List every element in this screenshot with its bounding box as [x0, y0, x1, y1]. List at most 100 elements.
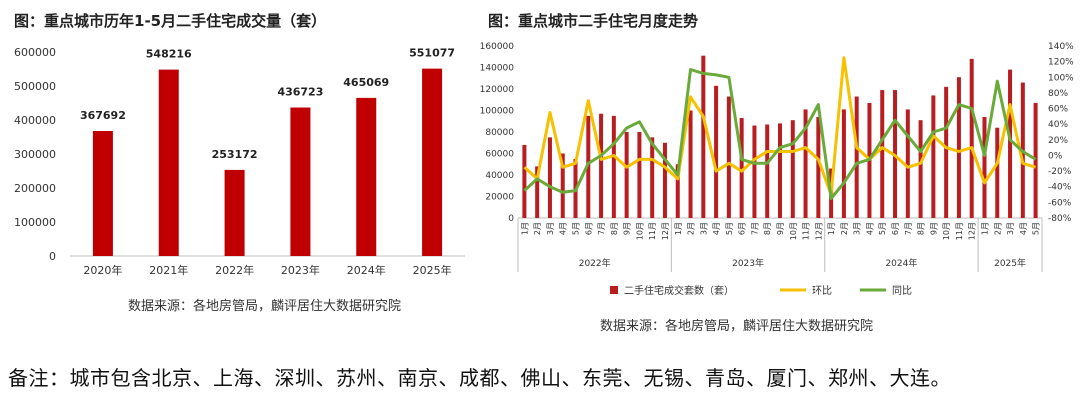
- month-tick-label: 7月: [904, 222, 913, 235]
- month-tick-label: 7月: [597, 222, 606, 235]
- monthly-bar: [905, 109, 910, 218]
- left-y-tick-label: 0: [508, 214, 514, 224]
- monthly-bar: [611, 115, 616, 218]
- monthly-bar: [714, 85, 719, 219]
- month-tick-label: 10月: [635, 222, 644, 240]
- month-tick-label: 4月: [559, 222, 568, 235]
- monthly-bar: [560, 153, 565, 218]
- left-y-tick-label: 100000: [480, 107, 514, 117]
- monthly-bar: [624, 132, 629, 218]
- bar-value-label: 465069: [343, 76, 389, 89]
- right-y-tick-label: 40%: [1048, 120, 1068, 130]
- left-y-tick-label: 20000: [485, 193, 514, 203]
- monthly-bar: [662, 142, 667, 218]
- x-tick-label: 2025年: [413, 263, 452, 277]
- monthly-bar: [931, 95, 936, 218]
- bar-2025年: [422, 68, 443, 256]
- y-tick-label: 600000: [14, 46, 56, 59]
- monthly-bar: [522, 144, 527, 218]
- month-tick-label: 11月: [955, 222, 964, 240]
- left-y-tick-label: 140000: [480, 64, 514, 74]
- monthly-bar: [599, 113, 604, 218]
- left-y-tick-label: 160000: [480, 42, 514, 52]
- month-tick-label: 8月: [610, 222, 619, 235]
- right-y-tick-label: 100%: [1048, 73, 1074, 83]
- bar-2023年: [290, 107, 311, 256]
- month-tick-label: 1月: [827, 222, 836, 235]
- month-tick-label: 12月: [968, 222, 977, 240]
- bar-value-label: 436723: [277, 86, 323, 99]
- month-tick-label: 6月: [738, 222, 747, 235]
- monthly-bar: [688, 110, 693, 218]
- month-tick-label: 5月: [878, 222, 887, 235]
- legend-label-line: 环比: [812, 285, 832, 297]
- right-y-tick-label: 80%: [1048, 89, 1068, 99]
- month-tick-label: 6月: [584, 222, 593, 235]
- month-tick-label: 11月: [802, 222, 811, 240]
- month-tick-label: 9月: [776, 222, 785, 235]
- right-y-tick-label: 120%: [1048, 58, 1074, 68]
- month-tick-label: 1月: [674, 222, 683, 235]
- monthly-bar: [944, 86, 949, 218]
- monthly-bar: [803, 109, 808, 218]
- monthly-bar: [701, 55, 706, 218]
- city-footnote: 备注：城市包含北京、上海、深圳、苏州、南京、成都、佛山、东莞、无锡、青岛、厦门、…: [8, 366, 951, 390]
- left-chart-title: 图：重点城市历年1-5月二手住宅成交量（套）: [14, 12, 327, 30]
- right-y-tick-label: 60%: [1048, 105, 1068, 115]
- bar-value-label: 367692: [80, 109, 126, 122]
- month-tick-label: 1月: [980, 222, 989, 235]
- monthly-bar: [918, 120, 923, 218]
- bar-2024年: [356, 97, 377, 256]
- month-tick-label: 4月: [1019, 222, 1028, 235]
- right-y-tick-label: -40%: [1048, 183, 1072, 193]
- month-tick-label: 10月: [942, 222, 951, 240]
- monthly-bar: [650, 137, 655, 218]
- monthly-bar: [675, 164, 680, 218]
- monthly-bar: [726, 96, 731, 218]
- monthly-bar: [995, 127, 1000, 218]
- y-tick-label: 400000: [14, 114, 56, 127]
- legend-label-volume: 二手住宅成交套数（套）: [624, 284, 734, 297]
- year-label: 2023年: [732, 257, 764, 269]
- monthly-bar: [880, 90, 885, 218]
- month-tick-label: 8月: [763, 222, 772, 235]
- month-tick-label: 3月: [853, 222, 862, 235]
- x-tick-label: 2023年: [281, 263, 320, 277]
- right-y-tick-label: 20%: [1048, 136, 1068, 146]
- annual-volume-bar-chart: 0 100000 200000 300000 400000 500000 600000 367…: [14, 46, 465, 277]
- y-tick-label: 300000: [14, 148, 56, 161]
- y-tick-label: 0: [49, 250, 56, 263]
- right-y-tick-label: 140%: [1048, 42, 1074, 52]
- monthly-bar: [1008, 69, 1013, 219]
- monthly-bar: [765, 124, 770, 218]
- year-label: 2022年: [579, 257, 611, 269]
- left-y-tick-label: 40000: [485, 171, 514, 181]
- right-chart-source: 数据来源：各地房管局，麟评居住大数据研究院: [600, 319, 874, 334]
- y-tick-label: 500000: [14, 80, 56, 93]
- left-chart-source: 数据来源：各地房管局，麟评居住大数据研究院: [128, 299, 402, 314]
- series-line-mom: [523, 56, 1037, 196]
- legend-label-line: 同比: [892, 285, 912, 297]
- legend-swatch-volume: [610, 286, 618, 294]
- monthly-bar: [739, 118, 744, 218]
- right-y-tick-label: -80%: [1048, 214, 1072, 224]
- month-tick-label: 11月: [648, 222, 657, 240]
- bar-2022年: [224, 169, 245, 256]
- month-tick-label: 2月: [687, 222, 696, 235]
- month-tick-label: 7月: [750, 222, 759, 235]
- monthly-bar: [637, 132, 642, 218]
- month-tick-label: 5月: [1032, 222, 1041, 235]
- month-tick-label: 4月: [865, 222, 874, 235]
- month-tick-label: 5月: [572, 222, 581, 235]
- monthly-bar: [778, 123, 782, 218]
- month-tick-label: 2月: [533, 222, 542, 235]
- left-y-tick-label: 60000: [485, 150, 514, 160]
- month-tick-label: 3月: [546, 222, 555, 235]
- bar-2021年: [158, 69, 179, 256]
- bar-value-label: 253172: [212, 148, 258, 161]
- monthly-bar: [535, 166, 540, 218]
- month-tick-label: 5月: [725, 222, 734, 235]
- x-tick-label: 2024年: [347, 263, 386, 277]
- month-tick-label: 10月: [789, 222, 798, 240]
- y-tick-label: 100000: [14, 216, 56, 229]
